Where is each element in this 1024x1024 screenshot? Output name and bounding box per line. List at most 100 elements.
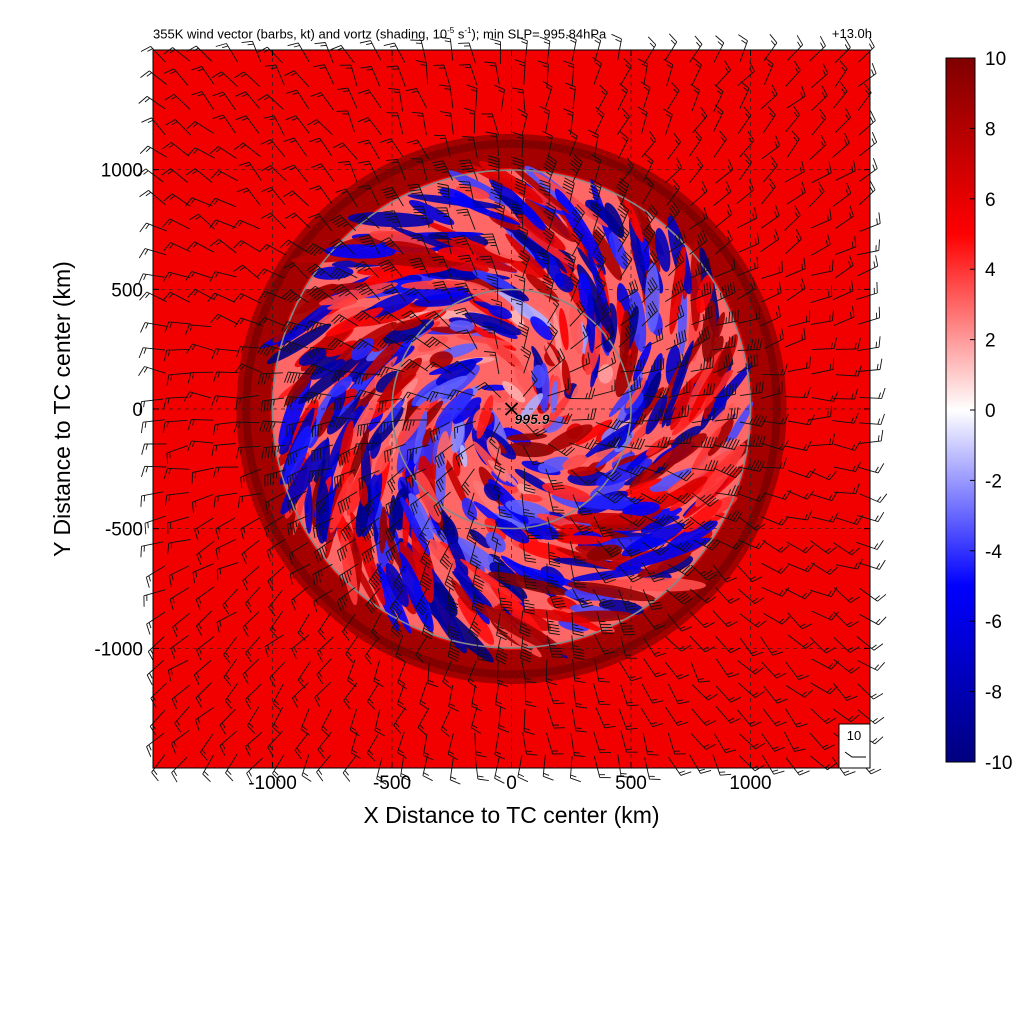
wind-barb [481, 113, 499, 136]
wind-barb [353, 310, 381, 324]
wind-barb [288, 542, 309, 565]
wind-barb [435, 232, 452, 255]
wind-barb [168, 565, 190, 587]
wind-barb [497, 661, 509, 687]
wind-barb [835, 338, 861, 350]
vorticity-streak [484, 246, 524, 262]
vorticity-streak [378, 357, 423, 405]
wind-barb [327, 338, 356, 350]
wind-barb [572, 658, 586, 684]
wind-barb [140, 46, 167, 63]
wind-barb [833, 440, 861, 451]
wind-barb [163, 348, 189, 362]
wind-barb [340, 515, 358, 542]
vorticity-streak [413, 410, 428, 465]
wind-barb [493, 539, 505, 567]
wind-barb [367, 682, 380, 710]
wind-barb [643, 637, 667, 657]
wind-barb [244, 683, 262, 710]
wind-barb [244, 731, 263, 757]
wind-barb [594, 251, 607, 280]
vorticity-streak [514, 362, 533, 392]
vorticity-streak [445, 528, 469, 576]
y-tick-label: 1000 [101, 161, 143, 182]
wind-barb [595, 275, 606, 304]
wind-barb [386, 158, 406, 180]
wind-barb [364, 638, 379, 665]
wind-barb [385, 494, 406, 516]
wind-barb [833, 683, 858, 701]
wind-barb [738, 106, 752, 134]
wind-barb [169, 587, 190, 610]
vorticity-streak [670, 377, 695, 431]
wind-barb [283, 190, 310, 207]
wind-barb [692, 537, 720, 551]
wind-barb [280, 239, 308, 253]
vorticity-streak [590, 479, 626, 498]
wind-barb [667, 432, 693, 445]
wind-barb [358, 184, 380, 206]
wind-barb [514, 59, 526, 86]
wind-barb [141, 117, 166, 136]
wind-barb [304, 391, 332, 404]
wind-barb [715, 229, 733, 255]
wind-barb [641, 357, 665, 375]
wind-barb [400, 358, 429, 372]
wind-barb [397, 661, 407, 690]
wind-barb [667, 514, 695, 530]
wind-barb [357, 117, 382, 136]
wind-barb [539, 179, 551, 206]
x-tick-label: 0 [506, 773, 517, 794]
wind-barb [257, 94, 284, 110]
wind-barb [171, 684, 190, 710]
wind-barb [737, 338, 763, 351]
wind-barb [690, 661, 710, 683]
wind-barb [715, 484, 742, 497]
wind-barb [522, 517, 540, 540]
vorticity-streak [567, 581, 656, 602]
wind-barb [811, 610, 839, 621]
wind-barb [547, 348, 566, 374]
vorticity-streak [395, 399, 431, 448]
wind-barb [761, 457, 787, 469]
wind-barb [410, 158, 428, 181]
wind-barb [521, 419, 548, 437]
wind-barb [266, 538, 286, 562]
wind-barb [690, 564, 717, 581]
wind-barb [547, 296, 560, 324]
wind-barb [310, 92, 335, 111]
wind-barb [569, 439, 597, 450]
vorticity-streak [622, 501, 660, 517]
wind-barb [763, 685, 788, 704]
wind-barb [297, 613, 310, 642]
wind-barb [688, 129, 703, 157]
wind-barb [196, 610, 213, 636]
wind-barb [856, 636, 884, 651]
wind-barb [832, 388, 859, 400]
wind-barb [810, 233, 831, 256]
wind-barb [571, 611, 584, 637]
wind-barb [313, 589, 333, 613]
wind-barb [339, 64, 358, 87]
wind-barb [447, 389, 475, 401]
wind-barb [219, 730, 237, 756]
wind-barb [439, 542, 452, 570]
vorticity-streak [639, 450, 673, 483]
wind-barb [786, 541, 814, 554]
wind-barb [857, 683, 884, 700]
vorticity-streak [433, 239, 515, 264]
wind-barb [521, 493, 535, 518]
wind-barb [139, 145, 168, 158]
colorbar-tick-label: 0 [985, 401, 996, 422]
wind-barb [297, 661, 311, 689]
wind-barb [335, 188, 359, 208]
wind-barb [188, 213, 215, 230]
wind-barb [476, 636, 489, 662]
wind-barb [235, 115, 260, 134]
wind-barb [811, 391, 839, 402]
reference-barb: 10 [838, 723, 871, 769]
vorticity-streak [385, 240, 437, 256]
vorticity-streak [359, 356, 398, 400]
wind-barb [312, 517, 334, 539]
vorticity-streak [570, 568, 647, 582]
